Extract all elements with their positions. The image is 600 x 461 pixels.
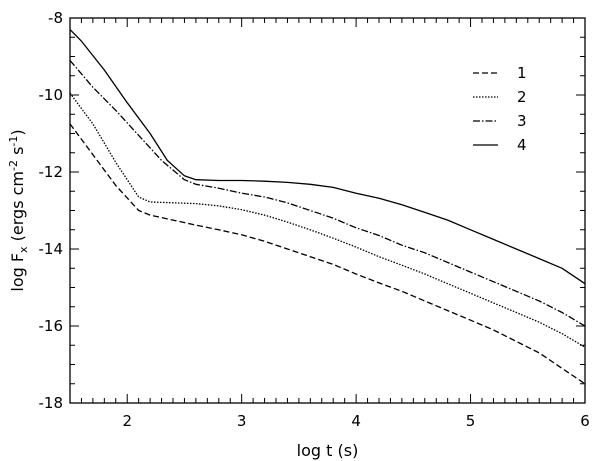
x-axis-title: log t (s): [297, 441, 359, 460]
y-axis-title-part: ): [8, 129, 27, 135]
x-tick-label: 4: [351, 412, 361, 430]
y-tick-label: -18: [39, 394, 64, 412]
x-tick-label: 3: [237, 412, 247, 430]
legend-label-4: 4: [517, 136, 527, 154]
y-axis-title-part: (ergs cm: [8, 171, 27, 246]
y-tick-label: -8: [48, 9, 63, 27]
y-axis-title-sup: -2: [7, 160, 20, 171]
tick-marks: [69, 17, 586, 404]
y-axis-title: log Fx (ergs cm-2 s-1): [7, 129, 30, 291]
y-axis-title-sub: x: [17, 246, 30, 253]
y-tick-label: -16: [39, 317, 64, 335]
x-tick-label: 6: [580, 412, 590, 430]
y-tick-label: -14: [39, 240, 64, 258]
y-tick-label: -10: [39, 86, 64, 104]
series-line-3: [69, 59, 586, 327]
y-axis-title-sup: -1: [7, 136, 20, 147]
y-axis-title-part: s: [8, 147, 27, 160]
legend: 1 2 3 4: [473, 64, 527, 154]
legend-label-2: 2: [517, 88, 527, 106]
x-tick-label: 5: [466, 412, 476, 430]
plot-frame: [69, 17, 586, 404]
y-tick-label: -12: [39, 163, 64, 181]
legend-label-3: 3: [517, 112, 527, 130]
series-line-2: [69, 92, 586, 348]
x-tick-label: 2: [122, 412, 132, 430]
series-group: [69, 29, 586, 385]
series-line-1: [69, 123, 586, 385]
y-axis-title-part: log F: [8, 253, 27, 292]
series-line-4: [69, 29, 586, 285]
legend-label-1: 1: [517, 64, 527, 82]
tick-labels: 2 3 4 5 6 -8 -10 -12 -14 -16 -18: [39, 9, 590, 430]
